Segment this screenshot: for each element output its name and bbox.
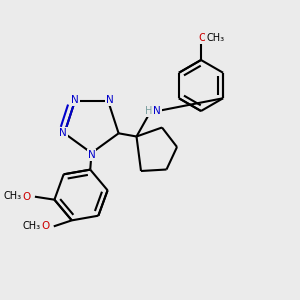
Text: H: H [145,106,152,116]
Text: CH₃: CH₃ [3,191,22,201]
Text: O: O [41,221,50,231]
Text: N: N [88,150,95,161]
Text: N: N [59,128,67,138]
Text: CH₃: CH₃ [206,33,224,43]
Text: O: O [22,192,31,202]
Text: O: O [198,33,207,43]
Text: N: N [71,95,79,105]
Text: CH₃: CH₃ [22,221,40,231]
Text: N: N [153,106,160,116]
Text: N: N [106,95,114,105]
